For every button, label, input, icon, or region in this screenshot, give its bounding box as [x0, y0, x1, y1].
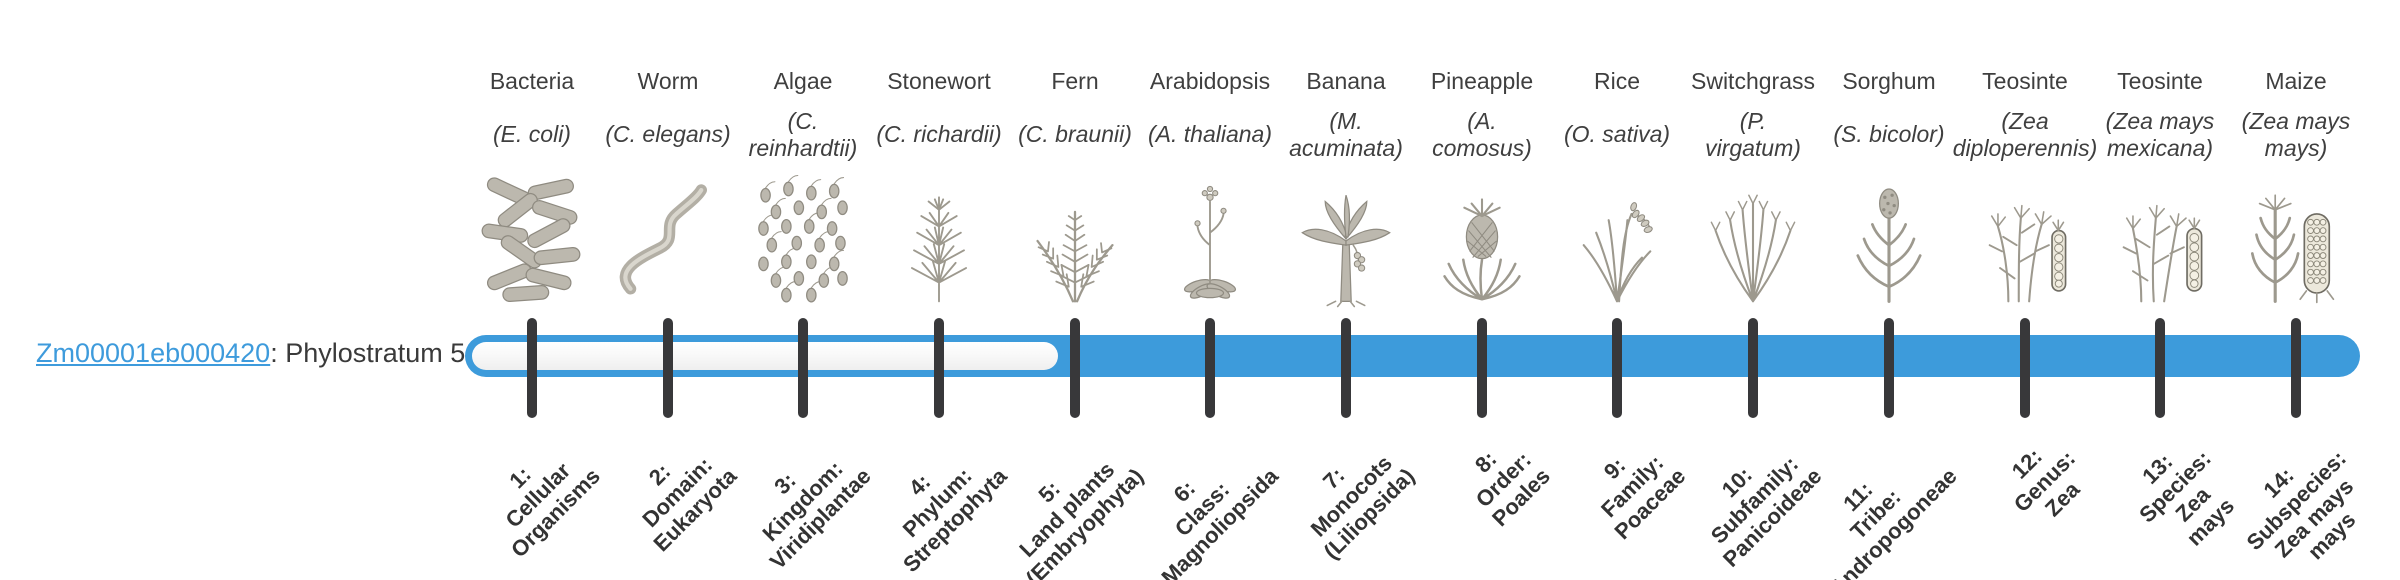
teosinte-illustration	[2072, 168, 2248, 304]
phylostratum-tick	[2291, 318, 2301, 418]
algae-illustration	[715, 168, 891, 304]
phylostratum-tick	[1341, 318, 1351, 418]
phylostratum-tick	[527, 318, 537, 418]
stonewort-illustration	[851, 168, 1027, 304]
organism-name: Arabidopsis	[1149, 68, 1271, 94]
gene-id-link[interactable]: Zm00001eb000420	[36, 338, 271, 368]
gene-track-label: Zm00001eb000420: Phylostratum 5	[36, 338, 465, 369]
arabidopsis-illustration	[1122, 168, 1298, 304]
phylostratum-tick	[798, 318, 808, 418]
organism-species: (C. richardii)	[876, 121, 1002, 148]
worm-illustration	[580, 168, 756, 304]
organism-column: Algae (C. reinhardtii)	[715, 40, 891, 580]
organism-species: (M. acuminata)	[1289, 107, 1403, 161]
phylostratum-tick	[1612, 318, 1622, 418]
organism-column: Sorghum (S. bicolor) 11: Tribe: Andropog…	[1801, 40, 1977, 580]
arabidopsis-icon	[1183, 185, 1237, 299]
organism-species: (S. bicolor)	[1833, 121, 1945, 148]
sorghum-icon	[1856, 188, 1922, 303]
organism-species: (O. sativa)	[1563, 121, 1671, 148]
banana-icon	[1301, 195, 1391, 308]
sorghum-illustration	[1801, 168, 1977, 304]
organism-species: (P. virgatum)	[1705, 107, 1801, 161]
organism-column: Teosinte (Zea mays mexicana) 13: Species…	[2072, 40, 2248, 580]
maize-illustration	[2208, 168, 2384, 304]
teosinte-illustration	[1937, 168, 2113, 304]
teosinte-icon	[2122, 204, 2203, 303]
phylostratum-bar	[465, 335, 2360, 377]
organism-column: Teosinte (Zea diploperennis) 12: Genus: …	[1937, 40, 2113, 580]
organism-species: (A. comosus)	[1432, 107, 1532, 161]
organism-column: Switchgrass (P. virgatum) 10: Subfamily:…	[1665, 40, 1841, 580]
phylostratum-text: Phylostratum 5	[285, 338, 466, 368]
organism-name: Fern	[1051, 68, 1099, 94]
organism-name: Worm	[637, 68, 699, 94]
organism-name: Rice	[1593, 68, 1640, 94]
phylostratum-tick	[2155, 318, 2165, 418]
organism-column: Worm (C. elegans) 2: Domain: Eukaryota	[580, 40, 756, 580]
gene-label-separator: :	[270, 338, 286, 368]
phylostratum-tick	[1477, 318, 1487, 418]
phylostratum-tick	[663, 318, 673, 418]
organism-column: Rice (O. sativa) 9: Family: Poaceae	[1529, 40, 1705, 580]
worm-icon	[619, 184, 707, 295]
organism-column: Banana (M. acuminata) 7	[1258, 40, 1434, 580]
organism-name: Stonewort	[887, 68, 991, 94]
organism-name: Banana	[1306, 68, 1386, 94]
maize-icon	[2250, 194, 2335, 304]
algae-icon	[758, 174, 848, 303]
organism-name: Pineapple	[1430, 68, 1534, 94]
fern-illustration	[987, 168, 1163, 304]
pineapple-icon	[1443, 198, 1521, 301]
phylostratum-tick	[1884, 318, 1894, 418]
organism-species: (Zea mays mexicana)	[2105, 107, 2215, 161]
organism-name: Sorghum	[1842, 68, 1936, 94]
banana-illustration	[1258, 168, 1434, 308]
organism-column: Bacteria (E. coli) 1: Ce	[444, 40, 620, 580]
organism-name: Maize	[2265, 68, 2327, 94]
organism-column: Pineapple (A. comosus) 8: Order: Poales	[1394, 40, 1570, 580]
pineapple-illustration	[1394, 168, 1570, 304]
rice-illustration	[1529, 168, 1705, 304]
phylostratum-stratum-label: 14: Subspecies: Zea mays mays	[2242, 445, 2361, 565]
organism-name: Switchgrass	[1691, 68, 1815, 94]
bacteria-icon	[481, 177, 581, 303]
phylostratum-tick	[934, 318, 944, 418]
switchgrass-illustration	[1665, 168, 1841, 304]
rice-icon	[1582, 202, 1653, 303]
organism-name: Teosinte	[1982, 68, 2068, 94]
phylostratum-tick	[2020, 318, 2030, 418]
organism-column: Arabidopsis (A. thaliana) 6: Class: Magn…	[1122, 40, 1298, 580]
organism-name: Algae	[773, 68, 833, 94]
switchgrass-icon	[1710, 194, 1796, 303]
organism-species: (E. coli)	[493, 121, 571, 148]
organism-column: Fern (C. braunii) 5: Land plants (Embryo…	[987, 40, 1163, 580]
organism-species: (Zea diploperennis)	[1952, 107, 2098, 161]
phylostratum-tick	[1070, 318, 1080, 418]
organism-species: (C. braunii)	[1018, 121, 1132, 148]
stonewort-icon	[911, 196, 967, 303]
fern-icon	[1036, 210, 1114, 303]
phylostratum-bar-unfilled	[472, 342, 1058, 370]
organism-name: Bacteria	[489, 68, 575, 94]
organism-column: Stonewort (C. richardii) 4: Phylum: Stre…	[851, 40, 1027, 580]
organism-species: (C. reinhardtii)	[748, 107, 858, 161]
teosinte-icon	[1988, 204, 2067, 303]
organism-species: (Zea mays mays)	[2241, 107, 2351, 161]
phylostratum-tick	[1748, 318, 1758, 418]
organism-species: (C. elegans)	[605, 121, 731, 148]
bacteria-illustration	[444, 168, 620, 304]
organism-species: (A. thaliana)	[1147, 121, 1272, 148]
organism-column: Maize (Zea mays mays)	[2208, 40, 2384, 580]
phylostratum-tick	[1205, 318, 1215, 418]
organism-name: Teosinte	[2117, 68, 2203, 94]
